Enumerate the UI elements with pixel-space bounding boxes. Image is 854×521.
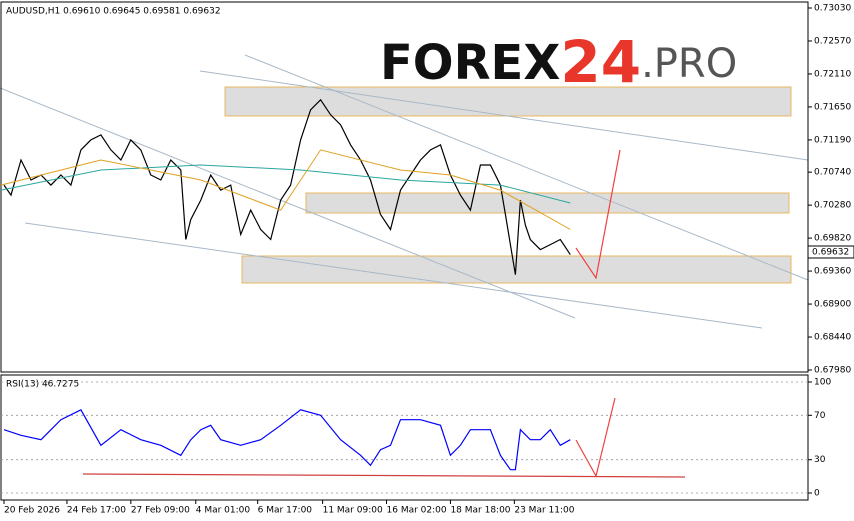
x-tick-label: 16 Mar 02:00 bbox=[387, 506, 447, 516]
x-tick-label: 4 Mar 01:00 bbox=[196, 506, 251, 516]
y-tick-label: 0.71650 bbox=[814, 102, 851, 112]
series-line bbox=[0, 149, 571, 230]
plot-frame bbox=[0, 1, 809, 373]
y-tick-label: 0.68440 bbox=[814, 333, 851, 343]
trend-line bbox=[244, 54, 809, 281]
y-tick-label: 0.70280 bbox=[814, 201, 851, 211]
forecast-arrow bbox=[575, 149, 621, 280]
series-line bbox=[3, 98, 571, 275]
y-tick-label: 0.73030 bbox=[814, 4, 851, 14]
indicator-title: RSI(13) 46.7275 bbox=[6, 380, 79, 390]
logo-part: .PRO bbox=[641, 41, 737, 87]
y-tick-label: 70 bbox=[814, 411, 826, 421]
header: AUDUSD,H1 0.69610 0.69645 0.69581 0.6963… bbox=[6, 7, 221, 17]
logo-part: 24 bbox=[560, 28, 641, 96]
logo: FOREX24.PRO bbox=[380, 28, 737, 96]
y-tick-label: 100 bbox=[814, 378, 831, 388]
support-line bbox=[82, 473, 686, 478]
y-tick-label: 0.69820 bbox=[814, 234, 851, 244]
plot-frame bbox=[0, 374, 809, 501]
y-tick-label: 0.68900 bbox=[814, 300, 851, 310]
x-tick-label: 6 Mar 17:00 bbox=[258, 506, 313, 516]
x-tick-label: 27 Feb 09:00 bbox=[131, 506, 190, 516]
x-tick-label: 20 Feb 2026 bbox=[4, 506, 60, 516]
trend-line bbox=[199, 70, 809, 161]
x-tick-label: 18 Mar 18:00 bbox=[450, 506, 510, 516]
series-line bbox=[3, 409, 571, 471]
y-tick-label: 0.69360 bbox=[814, 267, 851, 277]
drawing-objects bbox=[0, 54, 809, 478]
x-tick-label: 24 Feb 17:00 bbox=[67, 506, 126, 516]
x-tick-label: 11 Mar 09:00 bbox=[323, 506, 383, 516]
y-tick-label: 0.72110 bbox=[814, 69, 851, 79]
series-line bbox=[0, 164, 571, 204]
logo-part: FOREX bbox=[380, 35, 560, 91]
last-price: 0.69632 bbox=[812, 248, 849, 258]
y-tick-label: 0.70740 bbox=[814, 168, 851, 178]
y-tick-label: 0 bbox=[814, 489, 820, 499]
x-tick-label: 23 Mar 11:00 bbox=[514, 506, 574, 516]
y-tick-label: 0.67980 bbox=[814, 366, 851, 376]
y-tick-label: 0.71190 bbox=[814, 135, 851, 145]
last-price-box bbox=[807, 245, 854, 259]
y-tick-label: 30 bbox=[814, 455, 826, 465]
trend-line bbox=[24, 222, 763, 329]
trend-line bbox=[0, 87, 576, 319]
zone bbox=[305, 192, 790, 214]
y-tick-label: 0.72570 bbox=[814, 36, 851, 46]
